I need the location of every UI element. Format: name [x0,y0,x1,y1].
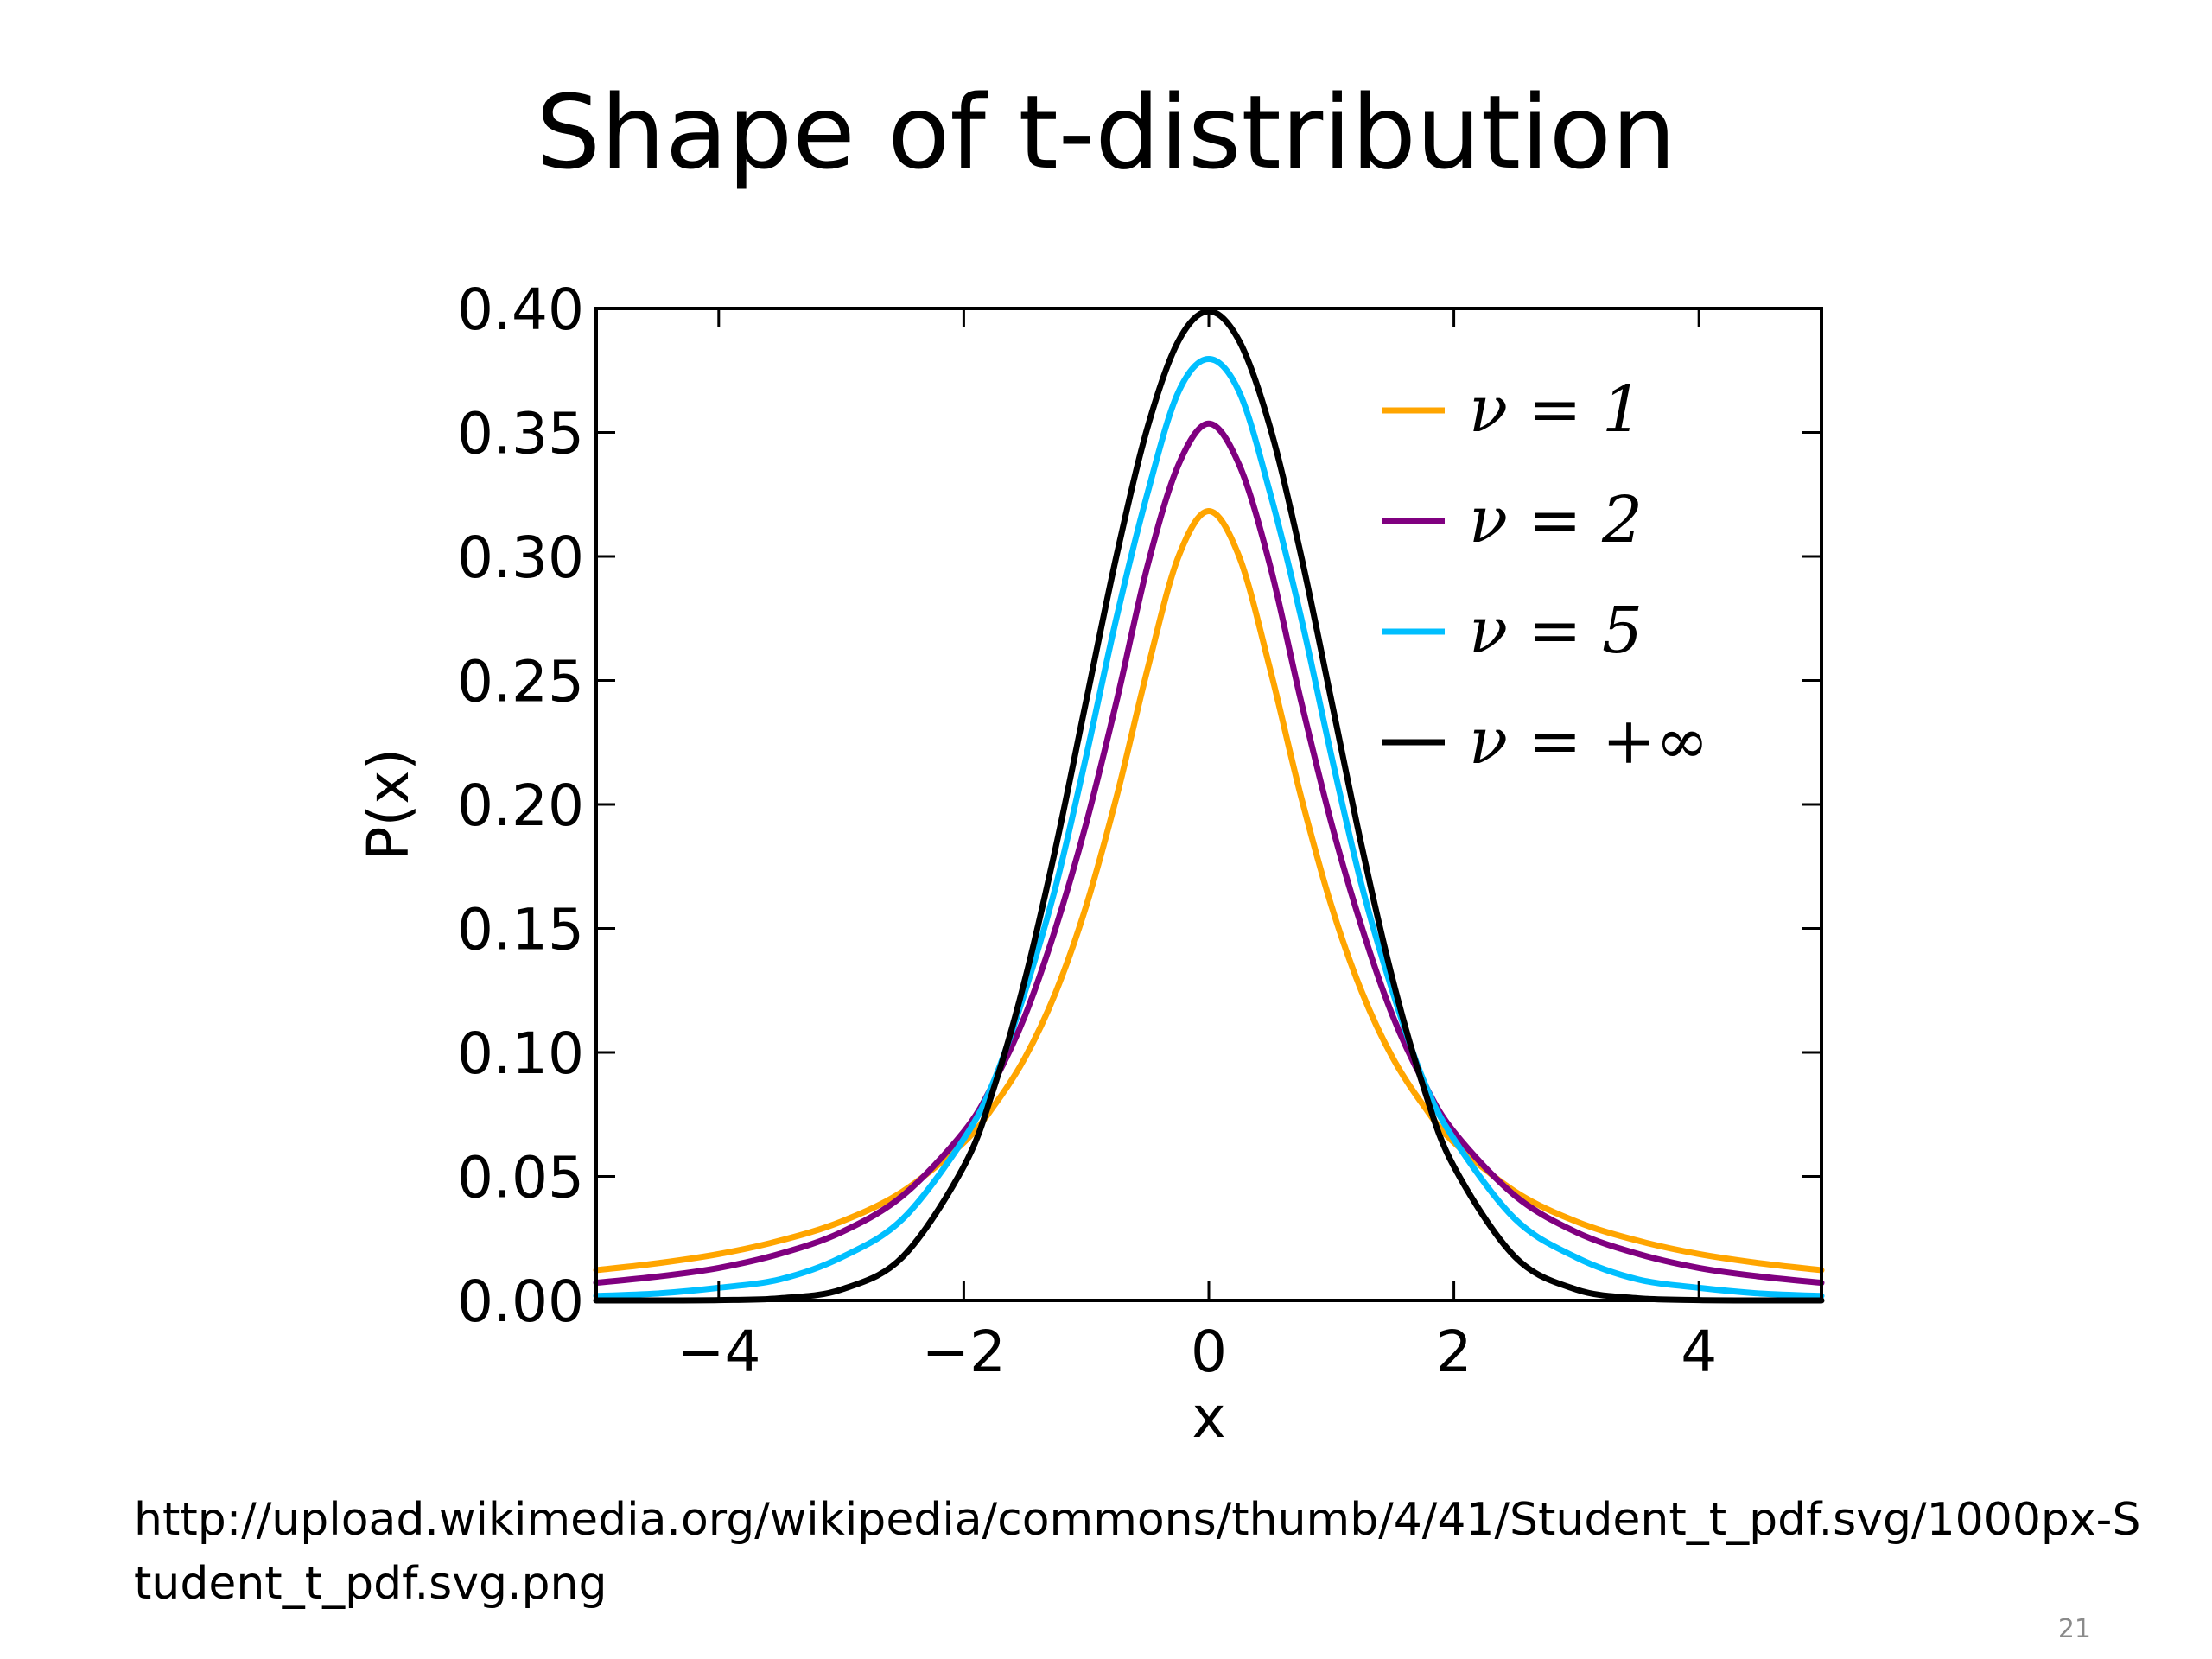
y-tick-label: 0.25 [457,649,584,715]
y-tick-label: 0.05 [457,1145,584,1211]
legend-label-1: ν = 1 [1469,372,1643,447]
series-line-2 [593,420,1825,1287]
slide-title: Shape of t-distribution [536,73,1676,192]
x-axis-label: x [1192,1384,1225,1451]
series-line-1 [593,508,1825,1274]
y-axis-label: P(x) [355,748,422,861]
series-layer [593,308,1825,1304]
ticks-layer: −4 −2 0 2 4 0.00 0.05 0.10 0.15 0.20 0.25 0.30 0.35 0… [457,276,1821,1385]
y-tick-label: 0.10 [457,1020,584,1087]
legend: ν = 1 ν = 2 ν = 5 ν = +∞ [1382,372,1709,779]
legend-label-3: ν = 5 [1469,594,1643,668]
y-tick-label: 0.00 [457,1268,584,1335]
series-line-4 [593,308,1825,1304]
x-tick-label: 4 [1681,1319,1717,1385]
x-tick-label: −2 [922,1319,1006,1385]
legend-label-2: ν = 2 [1469,483,1643,557]
y-tick-label: 0.20 [457,772,584,839]
page-number: 21 [2057,1614,2091,1644]
source-url: http://upload.wikimedia.org/wikipedia/co… [134,1494,2141,1610]
y-tick-label: 0.15 [457,897,584,963]
x-tick-label: −4 [677,1319,760,1385]
legend-label-4: ν = +∞ [1469,704,1709,779]
y-tick-label: 0.30 [457,524,584,591]
y-tick-label: 0.35 [457,401,584,467]
plot-frame [594,307,1823,1302]
x-tick-label: 2 [1436,1319,1472,1385]
series-line-3 [593,356,1825,1300]
y-tick-label: 0.40 [457,276,584,343]
x-tick-label: 0 [1191,1319,1227,1385]
